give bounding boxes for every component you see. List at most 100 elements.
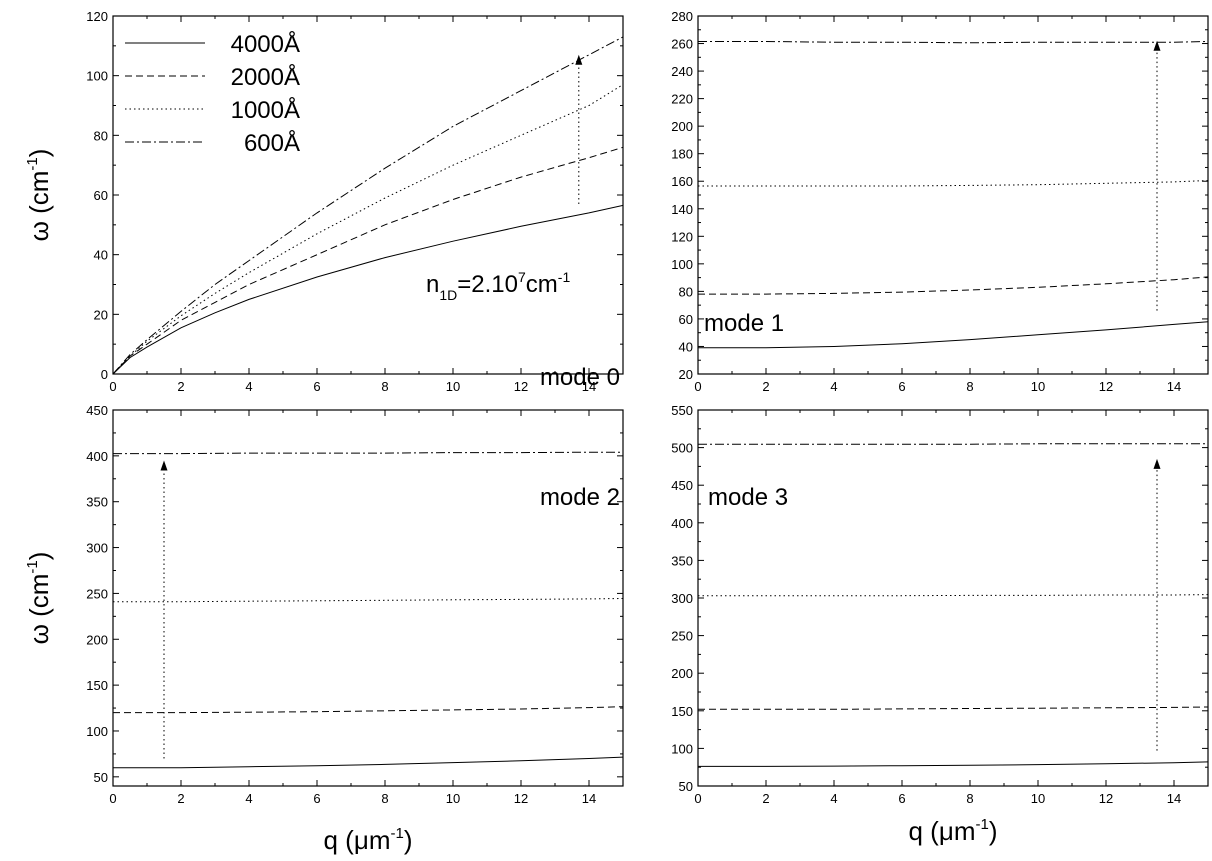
x-tick-label: 4	[245, 379, 252, 394]
y-tick-label: 40	[94, 248, 108, 263]
x-tick-label: 14	[1167, 379, 1181, 394]
x-tick-label: 2	[762, 791, 769, 806]
x-tick-label: 4	[830, 791, 837, 806]
y-tick-label: 350	[86, 495, 108, 510]
x-axis-label-sup: -1	[975, 816, 988, 833]
y-tick-label: 240	[671, 64, 693, 79]
x-tick-label: 2	[177, 379, 184, 394]
y-tick-label: 550	[671, 403, 693, 418]
series-line-dashdot	[112, 36, 624, 375]
y-tick-label: 350	[671, 553, 693, 568]
y-tick-label: 50	[94, 770, 108, 785]
y-axis-label-sup: -1	[24, 560, 41, 573]
label-base: q (μm	[324, 825, 391, 855]
mode-annotation: mode 1	[704, 310, 784, 337]
label-base: ω (cm	[24, 574, 54, 645]
y-tick-label: 250	[671, 629, 693, 644]
arrow-head	[575, 54, 583, 65]
y-tick-label: 40	[679, 339, 693, 354]
x-tick-label: 8	[966, 379, 973, 394]
density-annotation-part: cm	[526, 271, 558, 298]
label-close: )	[404, 825, 413, 855]
x-tick-label: 10	[446, 791, 460, 806]
y-tick-label: 80	[94, 128, 108, 143]
mode-annotation: mode 3	[708, 484, 788, 511]
y-tick-label: 400	[671, 516, 693, 531]
x-tick-label: 12	[1099, 791, 1113, 806]
x-tick-label: 10	[1031, 379, 1045, 394]
label-close: )	[24, 149, 54, 158]
y-tick-label: 400	[86, 449, 108, 464]
y-tick-label: 50	[679, 779, 693, 794]
x-tick-label: 12	[514, 791, 528, 806]
series-line-dotted	[698, 180, 1209, 187]
y-tick-label: 100	[671, 257, 693, 272]
x-tick-label: 8	[966, 791, 973, 806]
y-tick-label: 100	[86, 69, 108, 84]
x-tick-label: 6	[898, 791, 905, 806]
y-tick-label: 60	[679, 312, 693, 327]
density-annotation-part: -1	[558, 269, 571, 285]
density-annotation: n1D=2.107cm-1	[426, 269, 570, 303]
x-tick-label: 12	[1099, 379, 1113, 394]
y-tick-label: 0	[101, 367, 108, 382]
y-tick-label: 300	[671, 591, 693, 606]
y-tick-label: 250	[86, 586, 108, 601]
plot-frame	[697, 409, 1209, 787]
x-axis-label: q (μm-1)	[324, 825, 413, 855]
panel-bottom-left: 0 2 4 6 8 10 12 14 50 100 150 200 250 300 350 400 450 mod…	[24, 403, 624, 855]
mode-annotation: mode 2	[540, 484, 620, 511]
y-tick-label: 260	[671, 37, 693, 52]
density-annotation-part: n	[426, 271, 439, 298]
legend-label: 2000Å	[231, 63, 300, 91]
arrow-head	[1153, 40, 1161, 51]
y-tick-label: 80	[679, 284, 693, 299]
panel-top-left: 0 2 4 6 8 10 12 14 0 20 40 60 80 100 120 mode 0 n1D=2.10…	[24, 9, 624, 394]
y-tick-label: 200	[671, 666, 693, 681]
arrow-head	[160, 460, 168, 471]
x-tick-label: 12	[514, 379, 528, 394]
label-base: q (μm	[909, 816, 976, 846]
series-line-dashdot	[698, 41, 1209, 44]
density-annotation-part: 7	[518, 269, 526, 285]
panel-bottom-right: 0 2 4 6 8 10 12 14 50 100 150 200 250 300 350 400 450 500…	[671, 403, 1209, 846]
x-tick-label: 2	[177, 791, 184, 806]
y-tick-label: 150	[671, 704, 693, 719]
y-axis-label: ω (cm-1)	[24, 552, 54, 645]
y-tick-label: 500	[671, 441, 693, 456]
series-line-dashdot	[113, 451, 623, 455]
y-tick-label: 100	[86, 724, 108, 739]
series-line-solid	[698, 761, 1209, 767]
y-tick-label: 140	[671, 202, 693, 217]
x-tick-label: 4	[830, 379, 837, 394]
y-tick-label: 450	[86, 403, 108, 418]
y-tick-label: 150	[86, 678, 108, 693]
x-axis-label: q (μm-1)	[909, 816, 998, 846]
legend-label: 1000Å	[231, 96, 300, 124]
series-line-dotted	[113, 598, 624, 603]
x-tick-label: 14	[1167, 791, 1181, 806]
series-line-solid	[698, 321, 1209, 349]
x-tick-label: 14	[582, 791, 596, 806]
x-tick-label: 0	[109, 379, 116, 394]
y-tick-label: 450	[671, 478, 693, 493]
x-tick-label: 0	[694, 791, 701, 806]
y-tick-label: 20	[94, 307, 108, 322]
label-close: )	[989, 816, 998, 846]
x-tick-label: 10	[1031, 791, 1045, 806]
plot-frame	[112, 15, 624, 375]
x-tick-label: 2	[762, 379, 769, 394]
x-tick-label: 8	[381, 791, 388, 806]
x-axis-label-sup: -1	[390, 825, 403, 842]
series-line-solid	[112, 204, 624, 375]
arrow-head	[1153, 458, 1161, 469]
y-tick-label: 220	[671, 92, 693, 107]
series-line-dashed	[698, 706, 1209, 710]
y-tick-label: 20	[679, 367, 693, 382]
series-line-dashed	[112, 146, 624, 375]
series-line-dotted	[698, 594, 1209, 597]
x-tick-label: 0	[109, 791, 116, 806]
plot-frame	[112, 409, 624, 787]
y-tick-label: 300	[86, 541, 108, 556]
